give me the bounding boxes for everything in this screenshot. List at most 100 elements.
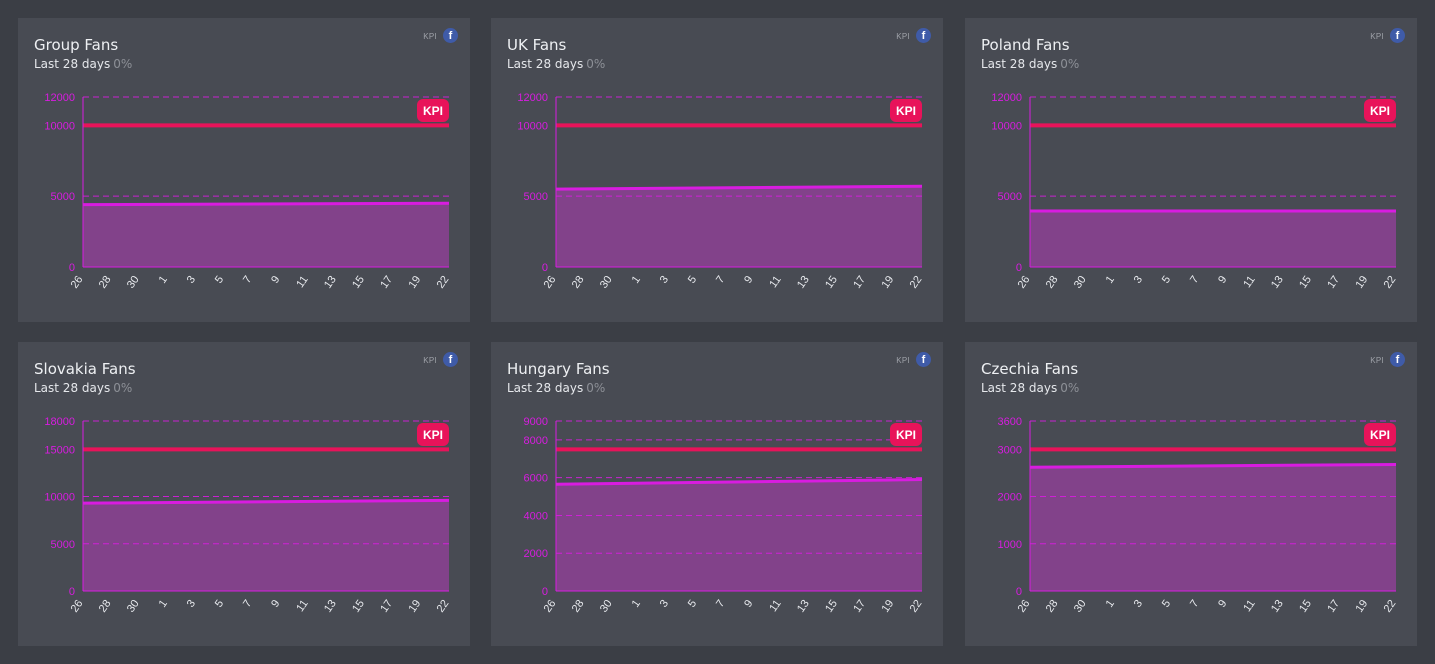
- x-tick-label: 9: [1216, 274, 1229, 286]
- y-tick-label: 12000: [44, 92, 75, 104]
- kpi-small-label: KPI: [423, 32, 437, 41]
- facebook-icon[interactable]: f: [1390, 352, 1405, 367]
- x-tick-label: 13: [1269, 598, 1286, 615]
- x-tick-label: 5: [686, 598, 699, 610]
- x-tick-label: 28: [1044, 274, 1061, 291]
- x-tick-label: 30: [1072, 598, 1089, 615]
- kpi-small-label: KPI: [896, 32, 910, 41]
- x-tick-label: 17: [851, 274, 868, 291]
- series-line: [82, 201, 450, 207]
- x-tick-label: 22: [1382, 598, 1399, 615]
- y-tick-label: 0: [1016, 586, 1022, 598]
- kpi-small-label: KPI: [423, 356, 437, 365]
- x-tick-label: 15: [823, 598, 840, 615]
- x-tick-label: 5: [213, 274, 226, 286]
- facebook-icon[interactable]: f: [443, 28, 458, 43]
- y-tick-label: 10000: [44, 120, 75, 132]
- x-tick-label: 1: [630, 274, 643, 286]
- kpi-badge: [1364, 423, 1396, 446]
- y-tick-label: 12000: [991, 92, 1022, 104]
- kpi-small-label: KPI: [896, 356, 910, 365]
- x-tick-label: 11: [767, 274, 783, 290]
- x-tick-label: 7: [1188, 598, 1201, 610]
- chart-panel-group-fans: 0 5000 10000 12000 26 28 30 1 3 5 7 9 11 13 15 17 19 22 KP…: [18, 18, 470, 322]
- x-tick-label: 22: [908, 598, 925, 615]
- x-tick-label: 28: [1044, 598, 1061, 615]
- x-tick-label: 30: [598, 274, 615, 291]
- x-tick-label: 1: [1104, 598, 1117, 610]
- x-tick-label: 5: [213, 598, 226, 610]
- x-tick-label: 3: [185, 598, 198, 610]
- chart-subtitle: Last 28 days 0%: [507, 381, 605, 395]
- kpi-badge-label: KPI: [896, 428, 916, 442]
- kpi-badge: [417, 99, 449, 122]
- x-tick-label: 15: [823, 274, 840, 291]
- y-tick-label: 5000: [524, 191, 548, 203]
- x-tick-label: 19: [879, 274, 896, 291]
- x-tick-label: 3: [658, 274, 671, 286]
- y-tick-label: 5000: [51, 539, 75, 551]
- period-label: Last 28 days: [34, 57, 111, 71]
- kpi-badge-label: KPI: [896, 104, 916, 118]
- facebook-icon[interactable]: f: [1390, 28, 1405, 43]
- chart-title: Czechia Fans: [981, 360, 1079, 378]
- y-tick-label: 0: [1016, 262, 1022, 274]
- series-area: [556, 186, 922, 267]
- x-tick-label: 1: [1104, 274, 1117, 286]
- x-tick-label: 13: [795, 598, 812, 615]
- x-tick-label: 13: [322, 274, 339, 291]
- facebook-icon[interactable]: f: [443, 352, 458, 367]
- chart-subtitle: Last 28 days 0%: [34, 57, 132, 71]
- y-tick-label: 8000: [524, 435, 548, 447]
- x-tick-label: 15: [1297, 274, 1314, 291]
- series-area: [83, 500, 449, 591]
- kpi-badge-label: KPI: [1370, 104, 1390, 118]
- x-tick-label: 5: [1160, 274, 1173, 286]
- x-tick-label: 9: [742, 274, 755, 286]
- kpi-badge-label: KPI: [1370, 428, 1390, 442]
- x-tick-label: 15: [350, 598, 367, 615]
- x-tick-label: 5: [686, 274, 699, 286]
- x-tick-label: 26: [1016, 274, 1033, 291]
- facebook-icon[interactable]: f: [916, 28, 931, 43]
- x-tick-label: 17: [851, 598, 868, 615]
- change-percent: 0%: [1060, 381, 1080, 395]
- x-tick-label: 30: [598, 598, 615, 615]
- y-tick-label: 0: [542, 262, 548, 274]
- x-tick-label: 11: [767, 598, 783, 614]
- x-tick-label: 1: [157, 274, 170, 286]
- chart-panel-hungary-fans: 0 2000 4000 6000 8000 9000 26 28 30 1 3 5 7 9 11 13 15 17…: [491, 342, 943, 646]
- chart-panel-uk-fans: 0 5000 10000 12000 26 28 30 1 3 5 7 9 11 13 15 17 19 22 KP…: [491, 18, 943, 322]
- chart-title: Group Fans: [34, 36, 119, 54]
- y-tick-label: 5000: [51, 191, 75, 203]
- y-tick-label: 0: [69, 262, 75, 274]
- x-tick-label: 17: [1325, 274, 1342, 291]
- x-tick-label: 7: [714, 274, 727, 286]
- y-tick-label: 0: [69, 586, 75, 598]
- x-tick-label: 28: [97, 598, 114, 615]
- kpi-badge-label: KPI: [423, 104, 443, 118]
- x-tick-label: 1: [157, 598, 170, 610]
- y-tick-label: 3600: [998, 416, 1022, 428]
- x-tick-label: 17: [1325, 598, 1342, 615]
- x-tick-label: 19: [1353, 598, 1370, 615]
- chart-panel-czechia-fans: 0 1000 2000 3000 3600 26 28 30 1 3 5 7 9 11 13 15 17 19 22…: [965, 342, 1417, 646]
- x-tick-label: 9: [269, 274, 282, 286]
- kpi-small-label: KPI: [1370, 32, 1384, 41]
- x-tick-label: 1: [630, 598, 643, 610]
- period-label: Last 28 days: [34, 381, 111, 395]
- series-area: [1030, 464, 1396, 591]
- x-tick-label: 3: [658, 598, 671, 610]
- y-tick-label: 2000: [998, 492, 1022, 504]
- x-tick-label: 13: [322, 598, 339, 615]
- x-tick-label: 13: [1269, 274, 1286, 291]
- x-tick-label: 17: [378, 598, 395, 615]
- facebook-icon[interactable]: f: [916, 352, 931, 367]
- x-tick-label: 15: [350, 274, 367, 291]
- chart-subtitle: Last 28 days 0%: [981, 381, 1079, 395]
- y-tick-label: 9000: [524, 416, 548, 428]
